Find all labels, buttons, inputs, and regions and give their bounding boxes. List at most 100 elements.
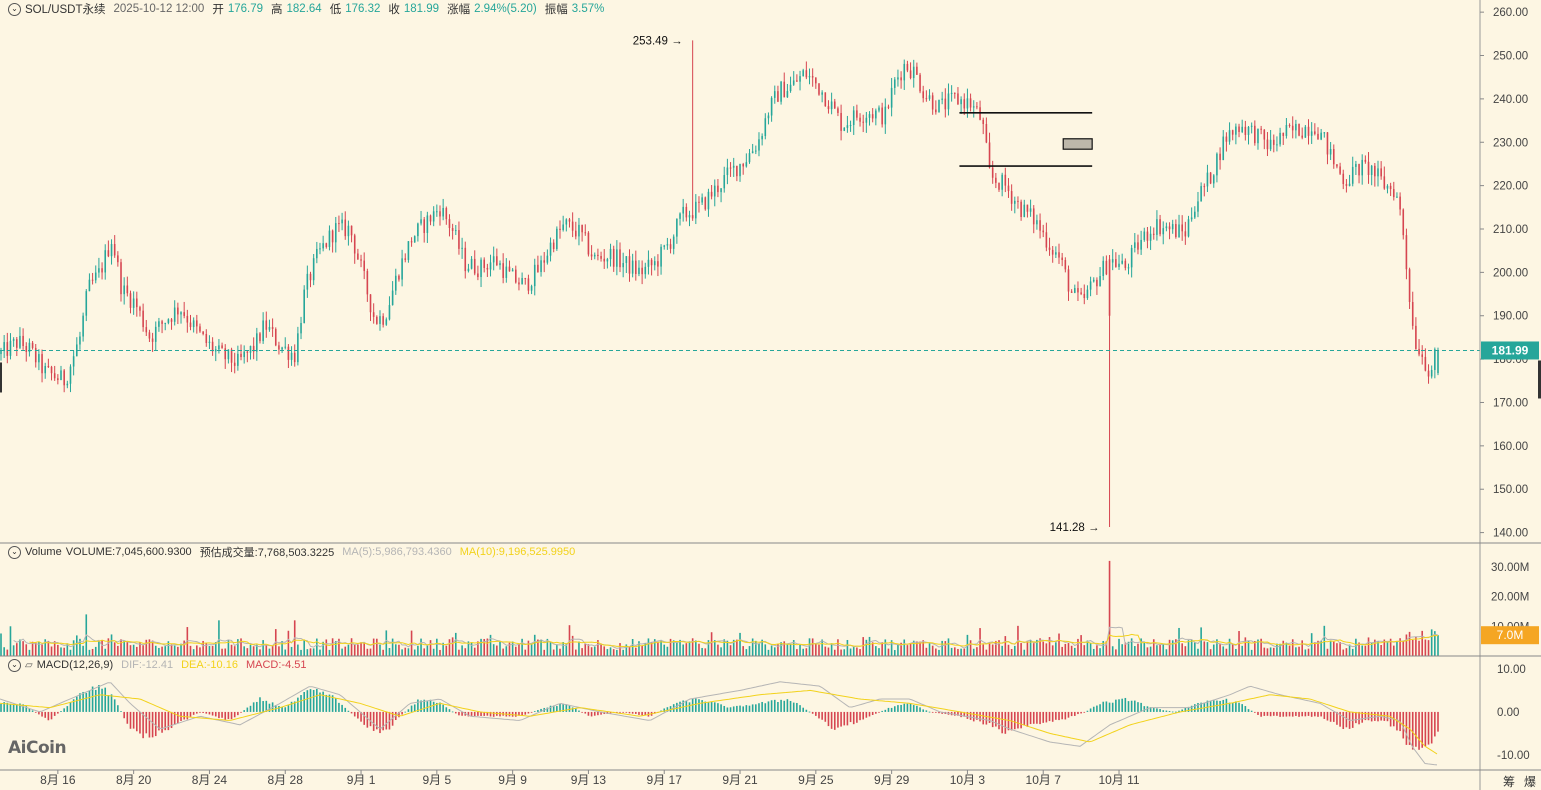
candle-body	[1029, 208, 1032, 212]
volume-bar	[401, 649, 403, 656]
candle-body	[391, 290, 394, 306]
volume-bar	[584, 643, 587, 656]
macd-title[interactable]: MACD(12,26,9)	[36, 659, 114, 671]
macd-histogram-bar	[881, 710, 883, 712]
candle-body	[1351, 166, 1354, 184]
volume-bar	[758, 643, 760, 656]
volume-title[interactable]: Volume	[25, 546, 62, 558]
volume-bar	[840, 649, 842, 656]
candle-body	[1010, 191, 1013, 204]
candle-body	[82, 315, 84, 337]
macd-histogram-bar	[173, 711, 176, 725]
volume-bar	[1039, 638, 1041, 656]
volume-bar	[1020, 643, 1022, 656]
macd-histogram-bar	[916, 705, 918, 712]
candle-body	[325, 243, 328, 247]
candle-body	[489, 262, 492, 270]
candle-body	[357, 253, 359, 260]
candle-body	[350, 225, 353, 236]
macd-histogram-bar	[1235, 701, 1237, 712]
macd-histogram-bar	[1266, 711, 1269, 716]
candle-body	[1307, 126, 1310, 136]
close-value: 181.99	[403, 3, 440, 15]
candle-body	[110, 244, 113, 257]
candle-body	[202, 331, 204, 335]
volume-bar	[660, 639, 662, 656]
macd-histogram-bar	[1307, 711, 1310, 716]
candle-body	[113, 244, 116, 256]
volume-tick-label: 30.00M	[1491, 562, 1529, 574]
volume-bar	[1184, 646, 1187, 656]
volume-bar	[1411, 639, 1414, 656]
candle-body	[1089, 281, 1092, 290]
candle-body	[1304, 126, 1307, 138]
x-tick-label: 10月 7	[1026, 773, 1062, 787]
macd-histogram-bar	[454, 711, 457, 714]
candle-body	[875, 110, 877, 119]
macd-histogram-bar	[972, 711, 975, 722]
volume-bar	[1295, 647, 1297, 656]
volume-bar	[963, 648, 966, 656]
macd-histogram-bar	[256, 701, 258, 712]
candle-body	[1121, 260, 1123, 264]
candle-body	[417, 223, 419, 237]
change-value: 2.94%(5.20)	[474, 3, 537, 15]
volume-bar	[1200, 627, 1202, 656]
volume-bar	[98, 641, 100, 656]
macd-histogram-bar	[575, 708, 577, 712]
volume-collapse-icon[interactable]: ⌄	[8, 545, 21, 559]
macd-histogram-bar	[1171, 711, 1174, 713]
chips-button[interactable]: 筹	[1503, 775, 1516, 789]
candle-body	[1225, 136, 1228, 142]
candle-body	[1269, 139, 1272, 150]
candle-body	[429, 215, 432, 222]
volume-bar	[1168, 639, 1171, 656]
macd-dea: DEA:-10.16	[181, 659, 238, 671]
macd-collapse-icon[interactable]: ⌄	[8, 658, 21, 672]
candle-body	[1389, 185, 1392, 190]
macd-histogram-bar	[432, 701, 435, 712]
macd-histogram-bar	[789, 700, 792, 712]
candle-body	[22, 335, 24, 347]
liquidation-button[interactable]: 爆	[1524, 775, 1537, 789]
volume-bar	[66, 643, 69, 656]
volume-bar	[486, 638, 489, 656]
volume-bar	[919, 641, 921, 656]
volume-bar	[249, 644, 252, 656]
macd-histogram-bar	[107, 695, 110, 712]
volume-bar	[1276, 643, 1278, 656]
volume-bar	[256, 644, 258, 656]
volume-bar	[1083, 645, 1086, 656]
candle-body	[486, 267, 489, 270]
macd-histogram-bar	[1086, 710, 1089, 712]
macd-histogram-bar	[344, 707, 347, 712]
candle-body	[1051, 249, 1054, 255]
volume-bar	[1134, 646, 1136, 656]
volume-bar	[843, 649, 846, 656]
macd-histogram-bar	[1272, 711, 1275, 716]
volume-bar	[110, 634, 113, 656]
macd-histogram-bar	[208, 711, 211, 715]
candle-body	[278, 345, 280, 350]
volume-bar	[871, 642, 874, 656]
candle-body	[492, 256, 495, 263]
candle-body	[1096, 279, 1098, 287]
volume-bar	[60, 647, 62, 656]
macd-histogram-bar	[1421, 711, 1424, 748]
collapse-chevron-icon[interactable]: ⌄	[8, 2, 21, 16]
volume-bar	[218, 620, 220, 656]
macd-histogram-bar	[852, 711, 855, 725]
symbol-name[interactable]: SOL/USDT永续	[25, 4, 106, 16]
bell-icon[interactable]: ▱	[25, 659, 33, 671]
x-tick-label: 9月 13	[571, 773, 607, 787]
macd-histogram-bar	[1070, 711, 1073, 717]
candle-body	[436, 211, 438, 213]
volume-bar	[142, 645, 144, 656]
volume-bar	[1424, 639, 1427, 656]
volume-bar	[777, 643, 779, 656]
candle-body	[530, 286, 533, 291]
volume-bar	[123, 640, 125, 656]
volume-bar	[928, 643, 931, 656]
volume-bar	[609, 647, 612, 656]
volume-bar	[177, 646, 179, 656]
